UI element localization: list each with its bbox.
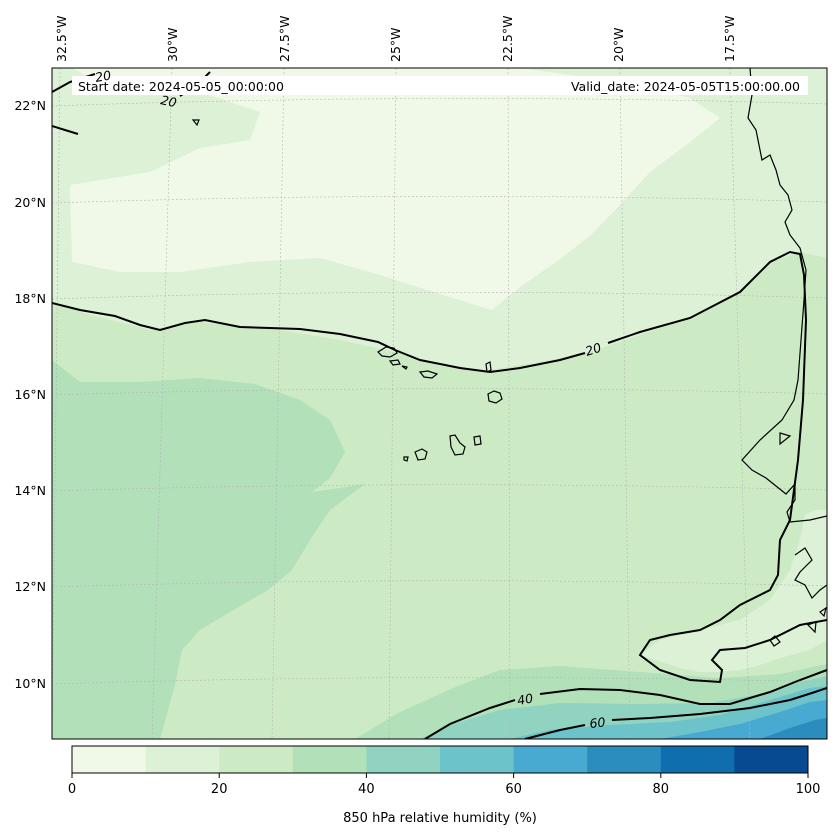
latitude-labels: 22°N 20°N 18°N 16°N 14°N 12°N 10°N (14, 98, 46, 691)
cape-verde-islands (191, 119, 503, 462)
lon-label: 22.5°W (500, 16, 515, 62)
colorbar-swatch (587, 746, 662, 773)
lon-label: 17.5°W (722, 16, 737, 62)
colorbar-swatch (145, 746, 220, 773)
contour-40 (424, 669, 827, 739)
lat-label: 20°N (14, 195, 46, 210)
map-frame (51, 67, 828, 740)
lat-label: 14°N (14, 483, 46, 498)
contour-labels: 20 20 20 40 60 (94, 67, 606, 731)
lat-label: 18°N (14, 291, 46, 306)
lat-label: 12°N (14, 579, 46, 594)
graticule (52, 68, 827, 739)
colorbar-frame (71, 745, 809, 774)
colorbar-ticks (71, 773, 809, 778)
contour-20-land (638, 489, 827, 684)
coastline-west-africa (741, 68, 827, 647)
lat-label: 10°N (14, 676, 46, 691)
lat-label: 22°N (14, 98, 46, 113)
lat-label: 16°N (14, 387, 46, 402)
colorbar-tick-label: 60 (505, 782, 522, 797)
humidity-field-70-80 (760, 718, 827, 739)
map-panel (52, 68, 827, 739)
valid-date-label: Valid_date: 2024-05-05T15:00:00.00 (571, 79, 800, 94)
contour-20-main (52, 250, 808, 491)
colorbar-tick-label: 40 (358, 782, 375, 797)
colorbar-swatch (440, 746, 515, 773)
colorbar-swatch (219, 746, 294, 773)
colorbar-tick-label: 80 (653, 782, 670, 797)
colorbar-tick-label: 20 (211, 782, 228, 797)
contour-60 (524, 687, 827, 739)
colorbar-swatch (734, 746, 809, 773)
contour-label: 20 (159, 92, 178, 110)
colorbar-swatch (513, 746, 588, 773)
contour-label: 20 (94, 67, 112, 85)
lon-label: 25°W (388, 27, 403, 62)
colorbar-tick-label: 100 (796, 782, 821, 797)
header-box (72, 76, 808, 95)
humidity-field-60-70 (660, 700, 827, 739)
lon-label: 20°W (611, 27, 626, 62)
colorbar-swatches (72, 746, 809, 773)
colorbar-title: 850 hPa relative humidity (%) (343, 811, 537, 826)
lon-label: 30°W (165, 27, 180, 62)
colorbar-swatch (72, 746, 147, 773)
colorbar-tick-label: 0 (68, 782, 76, 797)
colorbar-swatch (660, 746, 735, 773)
lon-label: 32.5°W (54, 16, 69, 62)
colorbar-swatch (292, 746, 367, 773)
start-date-label: Start date: 2024-05-05_00:00:00 (78, 79, 284, 94)
colorbar: 0 20 40 60 80 100 850 hPa relative humid… (68, 745, 821, 826)
contour-label: 40 (516, 690, 534, 708)
lon-label: 27.5°W (277, 16, 292, 62)
humidity-field-land-10-20 (640, 510, 827, 672)
humidity-field-30-40 (52, 360, 365, 739)
contour-label: 20 (583, 340, 603, 359)
colorbar-swatch (366, 746, 441, 773)
contour-label: 60 (589, 714, 606, 731)
longitude-labels: 32.5°W 30°W 27.5°W 25°W 22.5°W 20°W 17.5… (54, 16, 737, 62)
